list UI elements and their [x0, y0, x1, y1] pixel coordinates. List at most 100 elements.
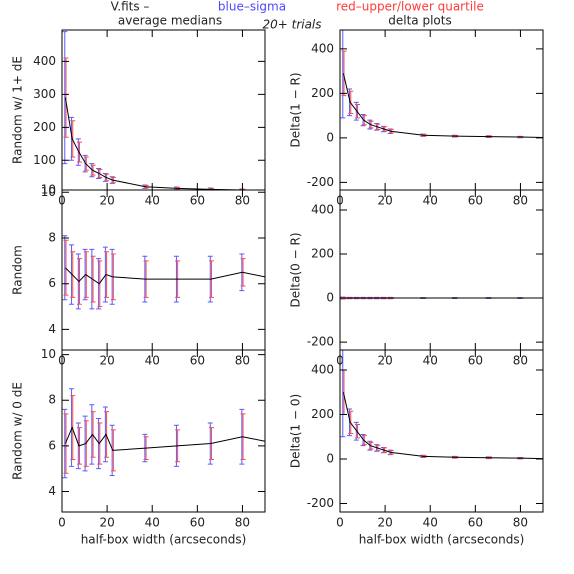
x-tick-label: 60 — [468, 516, 483, 530]
panel-frame — [61, 29, 266, 191]
sigma-error-bar — [340, 30, 346, 119]
y-tick-label: 4 — [48, 484, 56, 498]
x-tick-label: 40 — [145, 194, 160, 208]
sigma-legend: blue–sigma — [218, 0, 286, 14]
x-tick-label: 60 — [468, 354, 483, 368]
y-tick-label: 400 — [311, 41, 334, 55]
x-tick-label: 60 — [190, 516, 205, 530]
x-tick-label: 60 — [190, 354, 205, 368]
plot-area — [340, 30, 543, 139]
y-tick-label: 0 — [326, 130, 334, 144]
y-tick-label: 200 — [311, 86, 334, 100]
y-tick-label: 300 — [33, 87, 56, 101]
x-axis-label: half-box width (arcseconds) — [81, 533, 247, 547]
x-tick-label: 80 — [513, 194, 528, 208]
y-tick-label: 200 — [311, 407, 334, 421]
y-tick-label: -200 — [307, 335, 334, 349]
quartile-error-bar — [341, 50, 347, 97]
y-tick-label: 400 — [311, 363, 334, 377]
y-tick-label: 10 — [41, 347, 56, 361]
y-tick-label: 8 — [48, 393, 56, 407]
x-tick-label: 80 — [513, 516, 528, 530]
quartile-error-bar — [63, 413, 69, 474]
sigma-error-bar — [109, 424, 115, 476]
quartile-error-bar — [104, 411, 110, 458]
panel-frame — [61, 189, 266, 351]
y-axis-label: Random w/ 0 dE — [11, 382, 25, 480]
x-tick-label: 20 — [99, 194, 114, 208]
y-tick-label: 200 — [33, 120, 56, 134]
plot-area — [62, 388, 265, 479]
sigma-error-bar — [347, 408, 353, 437]
x-tick-label: 20 — [377, 194, 392, 208]
y-tick-label: 4 — [48, 322, 56, 336]
fits-label: V.fits – — [111, 0, 150, 14]
median-line — [342, 73, 543, 138]
panel-frame — [339, 29, 544, 191]
quartile-error-bar — [341, 369, 347, 416]
quartile-error-bar — [63, 57, 69, 138]
x-tick-label: 80 — [513, 354, 528, 368]
quartile-error-bar — [77, 141, 83, 163]
x-tick-label: 40 — [423, 354, 438, 368]
y-tick-label: 10 — [41, 183, 56, 197]
panel-frame — [339, 349, 544, 513]
sigma-error-bar — [340, 350, 346, 438]
x-tick-label: 60 — [190, 194, 205, 208]
x-tick-label: 40 — [423, 194, 438, 208]
y-tick-label: 10 — [41, 185, 56, 199]
sigma-error-bar — [62, 408, 68, 479]
sigma-error-bar — [69, 116, 75, 161]
x-tick-label: 20 — [377, 354, 392, 368]
y-axis-label: Delta(1 − 0) — [289, 394, 303, 468]
y-tick-label: 8 — [48, 231, 56, 245]
sigma-error-bar — [75, 422, 81, 470]
sigma-error-bar — [75, 138, 81, 166]
y-tick-label: 400 — [33, 54, 56, 68]
median-line — [64, 97, 260, 190]
median-line — [65, 267, 265, 285]
y-axis-label: Random w/ 1+ dE — [11, 56, 25, 164]
x-tick-label: 60 — [468, 194, 483, 208]
sigma-error-bar — [347, 88, 353, 117]
x-tick-label: 40 — [145, 354, 160, 368]
sigma-error-bar — [69, 388, 75, 467]
x-tick-label: 40 — [145, 516, 160, 530]
y-tick-label: 400 — [311, 203, 334, 217]
y-tick-label: 6 — [48, 276, 56, 290]
x-tick-label: 0 — [336, 516, 344, 530]
sigma-error-bar — [62, 235, 68, 301]
y-tick-label: 100 — [33, 153, 56, 167]
y-tick-label: -200 — [307, 175, 334, 189]
plot-area — [62, 31, 260, 190]
y-tick-label: 0 — [326, 291, 334, 305]
left-title: average medians — [118, 14, 222, 28]
plot-area — [62, 235, 265, 310]
x-tick-label: 0 — [58, 516, 66, 530]
x-tick-label: 80 — [235, 194, 250, 208]
panel-frame — [339, 189, 544, 351]
y-tick-label: 200 — [311, 247, 334, 261]
quartile-error-bar — [70, 395, 76, 461]
median-line — [342, 392, 543, 460]
y-tick-label: 6 — [48, 438, 56, 452]
x-axis-label: half-box width (arcseconds) — [359, 533, 525, 547]
y-axis-label: Random — [11, 245, 25, 295]
quartile-error-bar — [70, 120, 76, 158]
x-tick-label: 40 — [423, 516, 438, 530]
sigma-error-bar — [82, 154, 88, 173]
plot-area — [340, 296, 543, 300]
median-line — [64, 426, 265, 451]
x-tick-label: 20 — [99, 354, 114, 368]
quartile-legend: red–upper/lower quartile — [336, 0, 484, 14]
y-axis-label: Delta(1 − R) — [289, 72, 303, 147]
x-tick-label: 20 — [99, 516, 114, 530]
y-axis-label: Delta(0 − R) — [289, 232, 303, 307]
panel-frame — [61, 349, 266, 513]
x-tick-label: 80 — [235, 354, 250, 368]
right-title: delta plots — [388, 14, 451, 28]
y-tick-label: 0 — [326, 452, 334, 466]
x-tick-label: 80 — [235, 516, 250, 530]
x-tick-label: 20 — [377, 516, 392, 530]
